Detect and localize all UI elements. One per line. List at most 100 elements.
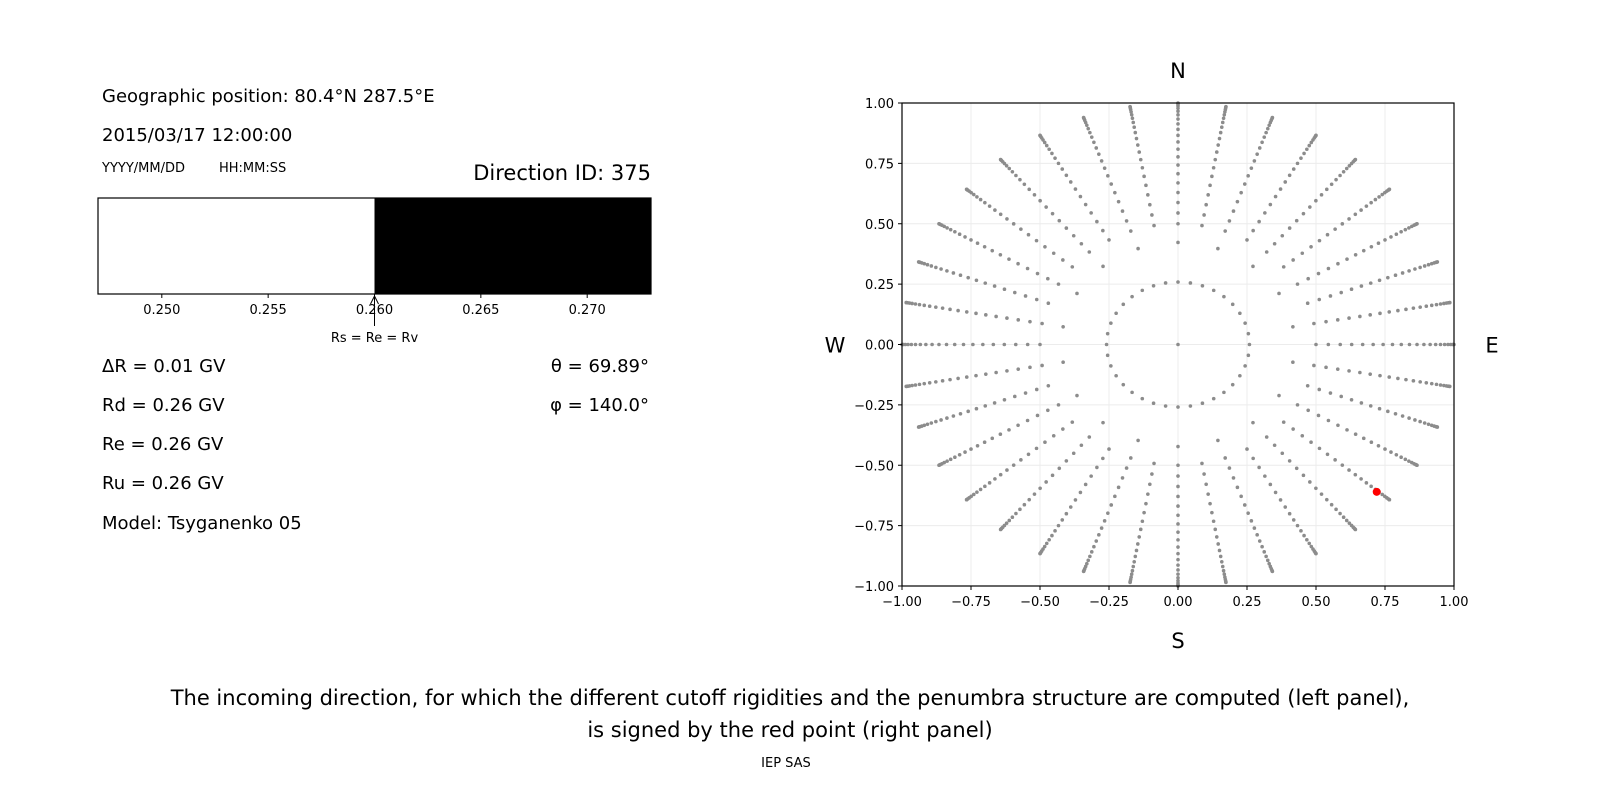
direction-point xyxy=(1399,342,1404,347)
direction-point xyxy=(1308,205,1312,209)
direction-point xyxy=(1075,291,1079,296)
y-tick-label: −0.50 xyxy=(854,459,894,474)
direction-point xyxy=(1341,515,1346,520)
direction-point xyxy=(1038,551,1042,556)
direction-point xyxy=(1023,391,1028,395)
direction-point xyxy=(1035,413,1040,418)
direction-point xyxy=(1213,527,1218,532)
direction-point xyxy=(1344,166,1349,171)
direction-point xyxy=(1264,435,1269,439)
direction-point xyxy=(934,419,938,424)
direction-point xyxy=(1302,151,1306,156)
direction-point xyxy=(1429,303,1434,308)
direction-point xyxy=(975,443,980,448)
direction-point xyxy=(1057,218,1062,223)
direction-point xyxy=(1264,130,1268,135)
direction-point xyxy=(1377,278,1382,283)
x-tick-label: 0.270 xyxy=(569,303,606,318)
x-tick-label: 0.265 xyxy=(462,303,499,318)
direction-point xyxy=(984,372,988,376)
direction-point xyxy=(1038,486,1042,491)
direction-point xyxy=(940,306,945,310)
direction-point xyxy=(1051,251,1056,256)
x-tick-label: −0.75 xyxy=(951,595,991,610)
direction-point xyxy=(1359,208,1363,212)
direction-point xyxy=(1353,527,1358,532)
direction-point xyxy=(1277,393,1281,398)
direction-point xyxy=(1085,123,1089,128)
direction-point xyxy=(1137,535,1142,539)
direction-point xyxy=(1140,288,1145,293)
direction-point xyxy=(1424,381,1429,385)
direction-point xyxy=(1390,342,1395,347)
direction-point xyxy=(1208,501,1212,506)
direction-point xyxy=(1129,456,1133,460)
direction-point xyxy=(1396,376,1400,381)
direction-point xyxy=(1146,492,1150,496)
direction-point xyxy=(1324,187,1329,192)
direction-point xyxy=(1246,511,1250,515)
direction-point xyxy=(1353,472,1358,477)
direction-point xyxy=(1086,126,1091,131)
direction-point xyxy=(940,379,945,383)
direction-point xyxy=(1238,311,1242,316)
direction-point xyxy=(1314,551,1318,556)
direction-point xyxy=(1010,515,1015,520)
direction-point xyxy=(1448,300,1452,305)
direction-point xyxy=(1260,140,1264,145)
direction-point xyxy=(1358,314,1362,319)
direction-point xyxy=(1012,394,1017,399)
direction-point xyxy=(1200,401,1205,406)
direction-point xyxy=(1400,414,1405,418)
direction-point xyxy=(983,200,987,205)
direction-point xyxy=(1129,229,1133,233)
direction-point xyxy=(1438,302,1443,306)
direction-point xyxy=(1004,164,1009,168)
direction-point xyxy=(1305,147,1309,152)
direction-point xyxy=(1116,199,1121,204)
direction-point xyxy=(1368,281,1373,285)
direction-point xyxy=(1128,104,1132,109)
direction-point xyxy=(1224,580,1228,585)
direction-point xyxy=(1101,228,1105,233)
compass-north: N xyxy=(1170,59,1186,83)
direction-point xyxy=(1176,563,1180,567)
direction-point xyxy=(1300,251,1305,256)
direction-point xyxy=(1073,498,1078,502)
direction-point xyxy=(948,457,953,462)
direction-point xyxy=(1278,498,1283,502)
direction-point xyxy=(1340,222,1345,226)
direction-point xyxy=(1415,342,1419,347)
direction-point xyxy=(1239,494,1243,499)
direction-point xyxy=(1415,463,1419,468)
direction-point xyxy=(1200,223,1204,228)
direction-point xyxy=(1263,211,1267,215)
direction-point xyxy=(1294,466,1299,471)
direction-point xyxy=(1176,568,1180,572)
direction-point xyxy=(1344,518,1349,523)
direction-point xyxy=(1028,319,1032,324)
direction-point xyxy=(1043,440,1047,444)
direction-point xyxy=(1301,211,1306,216)
direction-point xyxy=(1134,136,1139,141)
direction-point xyxy=(1148,202,1152,207)
direction-point xyxy=(982,245,987,249)
direction-point xyxy=(1176,280,1180,284)
direction-point xyxy=(1325,232,1330,237)
direction-point xyxy=(1007,257,1011,261)
direction-point xyxy=(1092,544,1096,549)
direction-point xyxy=(1264,250,1269,254)
y-tick-label: 0.75 xyxy=(865,157,894,172)
direction-point xyxy=(1422,421,1427,425)
direction-point xyxy=(1287,173,1292,178)
direction-point xyxy=(956,308,960,313)
direction-point xyxy=(1176,127,1180,132)
direction-point xyxy=(1403,227,1408,232)
direction-point xyxy=(1057,466,1062,471)
direction-point xyxy=(916,260,921,264)
direction-point xyxy=(1246,174,1250,178)
direction-point xyxy=(1216,542,1220,546)
direction-point xyxy=(1012,290,1017,295)
